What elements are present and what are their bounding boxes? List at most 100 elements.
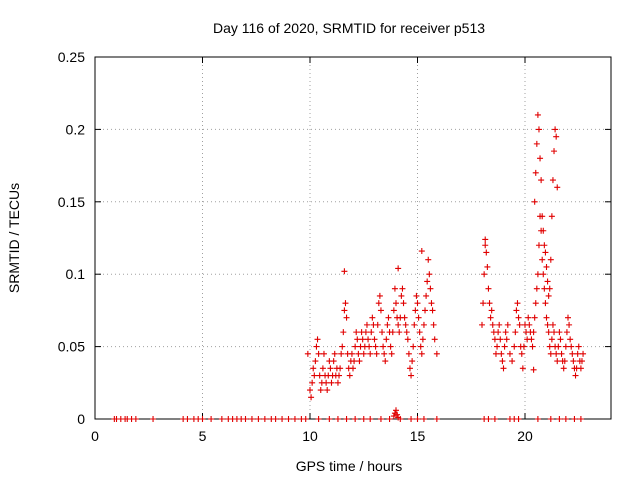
data-point — [561, 358, 568, 365]
data-point — [530, 329, 537, 336]
data-point — [414, 300, 421, 307]
data-point — [532, 300, 539, 307]
data-point — [479, 321, 485, 328]
data-point — [543, 314, 550, 321]
data-point — [150, 416, 157, 422]
data-point — [320, 350, 327, 357]
data-point — [372, 343, 379, 350]
data-point — [534, 416, 541, 422]
y-axis-label: SRMTID / TECUs — [6, 183, 22, 293]
data-point — [338, 350, 345, 357]
x-tick-label: 20 — [517, 428, 533, 444]
data-point — [426, 271, 433, 278]
data-point — [482, 236, 489, 243]
data-point — [326, 416, 333, 422]
data-point — [424, 278, 431, 285]
data-point — [571, 416, 578, 422]
data-point — [312, 358, 319, 365]
data-point — [304, 350, 311, 357]
data-point — [562, 343, 569, 350]
data-point — [388, 350, 395, 357]
data-points — [111, 111, 587, 422]
data-point — [554, 184, 561, 191]
data-point — [218, 416, 225, 422]
data-point — [491, 416, 498, 422]
data-point — [497, 336, 504, 343]
data-point — [542, 249, 549, 256]
data-point — [414, 416, 421, 422]
data-point — [383, 336, 390, 343]
data-point — [337, 365, 344, 372]
data-point — [316, 372, 323, 379]
data-point — [255, 416, 262, 422]
data-point — [279, 416, 286, 422]
plot-frame — [94, 56, 612, 420]
data-point — [489, 321, 496, 328]
data-point — [272, 416, 279, 422]
data-point — [418, 350, 425, 357]
data-point — [362, 329, 369, 336]
y-tick-label: 0.25 — [58, 49, 85, 65]
data-point — [418, 248, 425, 255]
data-point — [430, 321, 437, 328]
data-point — [562, 416, 569, 422]
data-point — [386, 416, 393, 422]
data-point — [416, 329, 423, 336]
data-point — [369, 314, 376, 321]
data-point — [545, 292, 552, 299]
data-point — [412, 307, 419, 314]
data-point — [543, 263, 550, 270]
data-point — [427, 285, 434, 292]
data-point — [395, 265, 402, 272]
data-point — [367, 350, 374, 357]
ticks-layer: 0 0.05 0.1 0.15 0.2 0.25 0 5 10 15 20 — [58, 49, 611, 444]
data-point — [502, 329, 509, 336]
data-point — [544, 321, 551, 328]
chart-title: Day 116 of 2020, SRMTID for receiver p51… — [213, 20, 485, 36]
data-point — [485, 285, 492, 292]
x-tick-label: 5 — [199, 428, 207, 444]
x-axis-label: GPS time / hours — [296, 458, 403, 474]
y-tick-label: 0.05 — [58, 339, 85, 355]
data-point — [506, 350, 513, 357]
data-point — [184, 416, 191, 422]
data-point — [511, 343, 518, 350]
data-point — [395, 414, 402, 421]
data-point — [481, 271, 488, 278]
data-point — [309, 379, 316, 386]
data-point — [400, 300, 407, 307]
data-point — [377, 307, 384, 314]
data-point — [313, 343, 320, 350]
data-point — [403, 329, 410, 336]
data-point — [315, 416, 322, 422]
data-point — [420, 321, 427, 328]
data-point — [346, 372, 353, 379]
data-point — [351, 358, 358, 365]
data-point — [512, 329, 519, 336]
data-point — [488, 307, 495, 314]
data-point — [552, 126, 559, 133]
data-point — [360, 416, 367, 422]
data-point — [132, 416, 139, 422]
y-tick-label: 0.15 — [58, 194, 85, 210]
data-point — [389, 329, 396, 336]
data-point — [528, 336, 535, 343]
data-point — [380, 343, 387, 350]
data-point — [331, 350, 338, 357]
data-point — [568, 343, 575, 350]
data-point — [356, 358, 363, 365]
data-point — [415, 314, 422, 321]
data-point — [433, 350, 440, 357]
data-point — [578, 358, 585, 365]
data-point — [483, 249, 490, 256]
grid-layer — [95, 57, 611, 419]
data-point — [327, 365, 334, 372]
data-point — [350, 365, 356, 372]
data-point — [419, 336, 426, 343]
data-point — [480, 300, 487, 307]
data-point — [339, 343, 346, 350]
data-point — [519, 365, 526, 372]
data-point — [513, 307, 520, 314]
data-point — [405, 350, 412, 357]
